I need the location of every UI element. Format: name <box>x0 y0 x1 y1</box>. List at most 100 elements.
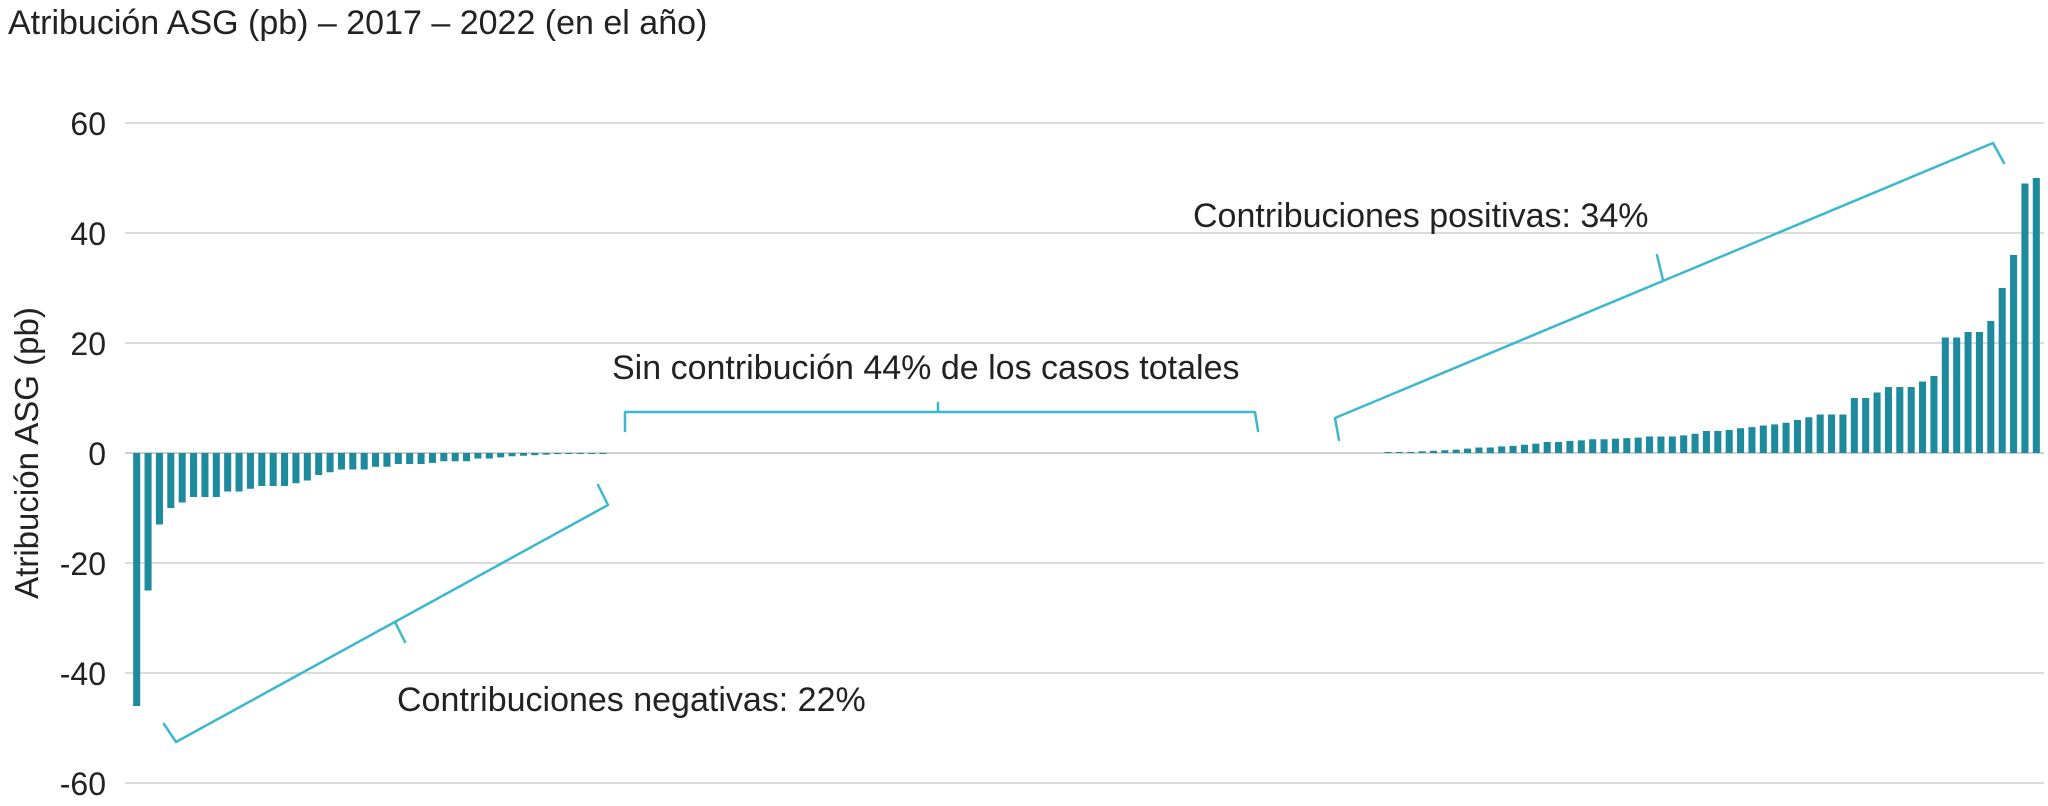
bar <box>1611 438 1619 453</box>
bar <box>463 453 471 462</box>
brace-negative <box>162 483 610 744</box>
bar <box>565 453 573 454</box>
bar <box>599 453 607 454</box>
bar <box>1998 288 2006 453</box>
bar <box>1737 428 1745 453</box>
bar <box>1407 451 1415 453</box>
y-axis: 60 40 20 0 -20 -40 -60 Atribución ASG (pb) <box>8 106 106 802</box>
bar <box>576 453 584 454</box>
bar <box>281 453 289 486</box>
bar <box>201 453 209 497</box>
bar <box>1850 398 1858 453</box>
bar <box>1384 452 1392 453</box>
annotation-zero: Sin contribución 44% de los casos totale… <box>612 349 1239 387</box>
bar <box>1577 440 1585 453</box>
bar <box>542 453 550 455</box>
bar <box>258 453 266 486</box>
bar <box>1520 444 1528 453</box>
bar <box>1941 337 1949 453</box>
y-tick-label: -40 <box>60 656 106 692</box>
bar <box>1759 425 1767 453</box>
bar <box>1566 440 1574 453</box>
bar <box>1657 436 1665 453</box>
bar <box>531 453 539 456</box>
annotation-layer: Sin contribución 44% de los casos totale… <box>162 141 2006 744</box>
bar <box>2032 178 2040 453</box>
bar <box>212 453 220 497</box>
bar <box>554 453 562 455</box>
y-tick-label: -20 <box>60 546 106 582</box>
bar <box>1475 447 1483 453</box>
bar <box>1623 438 1631 453</box>
bar <box>269 453 277 486</box>
bar <box>303 453 311 481</box>
annotation-positive: Contribuciones positivas: 34% <box>1193 197 1648 235</box>
bar <box>224 453 232 492</box>
y-tick-label: -60 <box>60 766 106 802</box>
bar <box>1589 439 1597 453</box>
bar <box>1975 332 1983 453</box>
bar <box>326 453 334 473</box>
bar <box>1486 447 1494 453</box>
bar <box>1509 445 1517 453</box>
bar <box>1987 321 1995 453</box>
bar <box>1828 414 1836 453</box>
y-tick-label: 20 <box>70 326 106 362</box>
bar <box>2010 255 2018 453</box>
bar <box>1452 449 1460 453</box>
bar <box>1930 376 1938 453</box>
y-tick-label: 0 <box>88 436 106 472</box>
bar <box>1953 337 1961 453</box>
bar <box>1680 435 1688 453</box>
bar <box>497 453 505 458</box>
y-axis-label: Atribución ASG (pb) <box>8 307 45 599</box>
bar <box>1862 398 1870 453</box>
bar <box>1600 439 1608 453</box>
bar <box>1725 429 1733 453</box>
bar <box>1395 452 1403 453</box>
bar <box>485 453 493 459</box>
bar <box>1748 427 1756 453</box>
bar <box>190 453 198 497</box>
bar <box>440 453 448 462</box>
bar <box>337 453 345 470</box>
bar <box>360 453 368 470</box>
bar <box>1441 450 1449 453</box>
bar <box>1884 387 1892 453</box>
brace-positive <box>1333 141 2006 442</box>
bar <box>1498 446 1506 453</box>
bar <box>1429 450 1437 453</box>
bar <box>133 453 141 706</box>
bar <box>235 453 243 492</box>
bar <box>1464 448 1472 453</box>
bar <box>1782 422 1790 453</box>
bar <box>144 453 152 591</box>
brace-positive-tip <box>1655 253 1665 282</box>
bar <box>1634 437 1642 453</box>
bar <box>1805 417 1813 453</box>
bar <box>1907 387 1915 453</box>
bar <box>451 453 459 462</box>
bar <box>417 453 425 464</box>
bar <box>1793 420 1801 453</box>
bar <box>155 453 163 525</box>
y-tick-label: 60 <box>70 106 106 142</box>
bar <box>246 453 254 489</box>
bar <box>1839 414 1847 453</box>
bar <box>519 453 527 456</box>
bar <box>1873 392 1881 453</box>
bar <box>315 453 323 475</box>
bar <box>1714 431 1722 453</box>
bar-layer <box>133 178 2040 706</box>
bar <box>1532 443 1540 453</box>
brace-zero <box>623 401 1260 433</box>
bar <box>1691 433 1699 453</box>
bar <box>406 453 414 464</box>
annotation-negative: Contribuciones negativas: 22% <box>397 681 866 719</box>
bar <box>349 453 357 470</box>
bar <box>1418 451 1426 453</box>
chart-title: Atribución ASG (pb) – 2017 – 2022 (en el… <box>8 4 708 42</box>
y-tick-label: 40 <box>70 216 106 252</box>
bar <box>1555 442 1563 453</box>
